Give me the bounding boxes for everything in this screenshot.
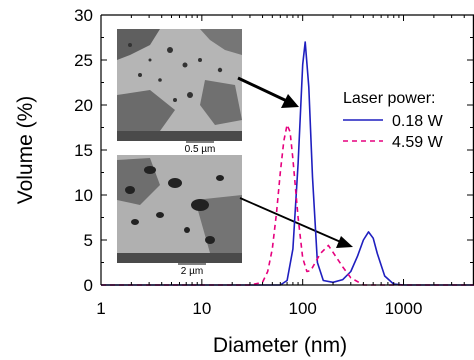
legend-label-1: 4.59 W — [392, 134, 444, 151]
y-axis-title: Volume (%) — [14, 96, 37, 205]
x-tick-label: 1 — [96, 299, 105, 318]
arrow-upper-head — [281, 94, 299, 108]
y-tick-label: 10 — [74, 186, 93, 205]
sem-insets: 0.5 µm 2 µm — [117, 29, 242, 277]
legend: Laser power: 0.18 W 4.59 W — [343, 90, 444, 151]
y-tick-label: 0 — [84, 276, 93, 295]
scale-label-upper: 0.5 µm — [185, 144, 216, 155]
y-tick-label: 15 — [74, 141, 93, 160]
scale-bar-lower: 2 µm — [178, 263, 206, 277]
x-tick-label: 100 — [288, 299, 316, 318]
scale-bar-upper: 0.5 µm — [185, 141, 216, 155]
sem-image-upper — [117, 29, 242, 141]
sem-image-lower — [117, 155, 242, 263]
axes: 0 5 10 15 20 25 30 1 10 100 1000 — [74, 6, 474, 318]
arrow-upper — [237, 76, 290, 104]
y-tick-label: 30 — [74, 6, 93, 25]
y-tick-label: 20 — [74, 96, 93, 115]
x-tick-label: 1000 — [385, 299, 423, 318]
arrow-lower-head — [336, 236, 353, 248]
y-tick-label: 5 — [84, 231, 93, 250]
series-line-1 — [101, 124, 474, 286]
arrow-lower — [239, 197, 344, 244]
y-tick-label: 25 — [74, 51, 93, 70]
legend-label-0: 0.18 W — [392, 113, 444, 130]
x-axis-title: Diameter (nm) — [213, 334, 347, 357]
x-tick-label: 10 — [192, 299, 211, 318]
legend-title: Laser power: — [343, 90, 436, 107]
scale-label-lower: 2 µm — [181, 266, 203, 277]
pointer-arrows — [237, 76, 353, 248]
